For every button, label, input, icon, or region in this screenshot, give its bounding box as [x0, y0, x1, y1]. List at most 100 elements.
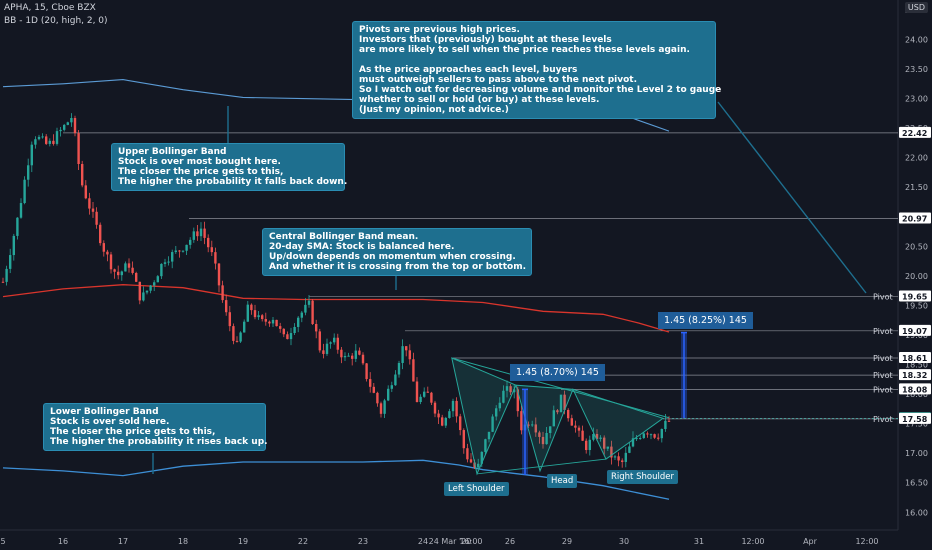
candle-body — [415, 381, 419, 403]
candle-body — [390, 385, 393, 389]
pivots-note[interactable]: Pivots are previous high prices. Investo… — [352, 21, 721, 119]
candle-body — [617, 456, 620, 461]
axis-price-tag-text: 18.08 — [902, 385, 928, 394]
candle-body — [405, 346, 408, 351]
candle-body — [9, 255, 12, 269]
left-shoulder-label: Left Shoulder — [444, 482, 509, 496]
candle-body — [41, 136, 44, 138]
candle-body — [307, 300, 311, 305]
candle-body — [635, 438, 638, 440]
candle-body — [498, 402, 501, 409]
central-band-note[interactable]: Central Bollinger Band mean. 20-day SMA:… — [262, 228, 532, 276]
candle-body — [127, 263, 131, 268]
indicator-header[interactable]: BB - 1D (20, high, 2, 0) — [4, 16, 108, 26]
candle-body — [275, 319, 278, 327]
candle-body — [444, 417, 447, 426]
x-tick-label: 19 — [238, 537, 248, 546]
candle-body — [19, 203, 23, 218]
candle-body — [23, 179, 26, 204]
candle-body — [271, 319, 275, 324]
candle-body — [304, 304, 307, 313]
pattern-triangle — [515, 384, 574, 473]
candle-body — [138, 281, 141, 301]
candle-body — [541, 436, 545, 445]
candle-body — [70, 118, 73, 123]
candle-body — [77, 133, 80, 165]
candle-body — [631, 438, 635, 447]
candle-body — [455, 400, 458, 417]
x-tick-label: 17 — [118, 537, 128, 546]
lower-band-note[interactable]: Lower Bollinger Band Stock is over sold … — [43, 403, 268, 451]
axis-price-tag — [899, 212, 931, 224]
candle-body — [261, 315, 264, 320]
candle-body — [279, 326, 282, 329]
candle-body — [372, 386, 375, 393]
candle-body — [300, 312, 303, 318]
y-tick-label: 18.50 — [905, 361, 928, 370]
candle-body — [88, 198, 91, 209]
candle-body — [408, 350, 411, 360]
candle-body — [660, 429, 663, 439]
y-tick-label: 18.00 — [905, 390, 928, 399]
x-tick-label: 24 — [418, 537, 428, 546]
candle-body — [311, 300, 314, 325]
axis-price-tag-text: 19.65 — [902, 293, 928, 302]
candle-body — [603, 437, 606, 449]
candle-body — [189, 239, 192, 245]
candle-body — [441, 417, 444, 426]
candle-body — [149, 285, 152, 291]
candle-body — [502, 390, 505, 403]
candle-body — [297, 317, 300, 327]
candle-body — [124, 263, 127, 272]
candle-body — [174, 250, 177, 253]
candle-body — [570, 418, 573, 426]
candle-body — [243, 321, 246, 333]
axis-price-tag — [899, 383, 931, 395]
candle-body — [667, 420, 671, 422]
note-pointer — [717, 101, 867, 294]
candle-body — [459, 416, 462, 431]
y-tick-label: 17.00 — [905, 449, 928, 458]
candle-body — [376, 392, 379, 404]
x-tick-label: 23 — [358, 537, 368, 546]
candle-body — [599, 437, 602, 439]
upper-band-note[interactable]: Upper Bollinger Band Stock is over most … — [111, 143, 347, 191]
symbol-header[interactable]: APHA, 15, Cboe BZX — [4, 3, 96, 13]
y-tick-label: 19.50 — [905, 301, 928, 310]
y-tick-label: 16.50 — [905, 479, 928, 488]
candle-body — [48, 140, 51, 144]
candle-body — [595, 434, 599, 439]
y-tick-label: 17.50 — [905, 420, 928, 429]
candle-body — [196, 231, 199, 237]
candle-body — [264, 319, 267, 322]
candle-body — [293, 326, 296, 334]
candle-body — [347, 355, 350, 357]
axis-price-tag-text: 18.61 — [902, 354, 928, 363]
candle-body — [610, 446, 613, 458]
x-tick-label: 22 — [298, 537, 308, 546]
axis-price-tag — [899, 324, 931, 336]
candle-body — [286, 334, 289, 340]
axis-price-tag-text: 19.07 — [902, 327, 927, 336]
candle-body — [531, 424, 534, 426]
candle-body — [549, 426, 552, 433]
y-tick-label: 20.00 — [905, 272, 928, 281]
price-axis-panel[interactable] — [898, 0, 932, 550]
candle-body — [351, 355, 354, 359]
candle-body — [239, 332, 242, 342]
candle-body — [63, 124, 66, 130]
candle-body — [624, 452, 627, 462]
measure-label-target: 1.45 (8.25%) 145 — [658, 312, 753, 329]
candle-body — [225, 300, 228, 313]
candle-body — [401, 346, 404, 363]
candle-body — [120, 271, 123, 276]
candle-body — [37, 136, 41, 140]
candle-body — [646, 433, 649, 435]
x-tick-label: 26 — [505, 537, 515, 546]
y-tick-label: 22.00 — [905, 154, 928, 163]
candle-body — [505, 386, 509, 391]
candle-body — [520, 411, 523, 431]
candle-body — [250, 304, 253, 311]
x-tick-label: 18 — [178, 537, 188, 546]
currency-badge[interactable]: USD — [904, 2, 928, 13]
